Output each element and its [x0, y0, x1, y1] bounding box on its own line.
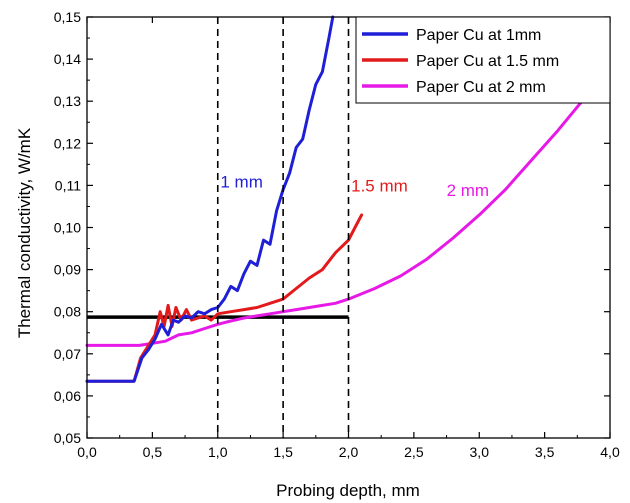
y-tick-label: 0,13 — [54, 93, 81, 109]
annotation-label: 1.5 mm — [351, 177, 408, 196]
legend-entry: Paper Cu at 2 mm — [416, 79, 546, 96]
x-tick-label: 1,5 — [273, 444, 293, 460]
y-tick-label: 0,08 — [54, 304, 81, 320]
y-tick-label: 0,14 — [54, 51, 81, 67]
x-tick-label: 3,5 — [535, 444, 555, 460]
y-tick-label: 0,11 — [55, 177, 81, 193]
annotation-layer: 1 mm 1.5 mm 2 mm — [220, 173, 489, 200]
y-tick-label: 0,09 — [54, 262, 81, 278]
y-tick-label: 0,12 — [54, 135, 81, 151]
annotation-label: 1 mm — [220, 173, 262, 192]
annotation-label: 2 mm — [447, 181, 490, 200]
y-tick-label: 0,07 — [54, 346, 81, 362]
x-tick-label: 2,0 — [339, 444, 359, 460]
x-tick-label: 0,0 — [77, 444, 97, 460]
x-tick-label: 1,0 — [208, 444, 228, 460]
series-line-0 — [85, 15, 335, 383]
legend-entry: Paper Cu at 1mm — [416, 27, 541, 44]
y-tick-label: 0,06 — [54, 388, 81, 404]
x-tick-label: 0,5 — [143, 444, 163, 460]
legend-entry: Paper Cu at 1.5 mm — [416, 53, 559, 70]
x-tick-label: 4,0 — [600, 444, 620, 460]
axes-layer: 0,0 0,5 1,0 1,5 2,0 2,5 3,0 3,5 4,0 0,05 0,06 0,07 0… — [54, 9, 620, 460]
series-line-1 — [85, 213, 364, 383]
x-axis-label: Probing depth, mm — [276, 481, 420, 500]
y-tick-label: 0,10 — [54, 220, 81, 236]
x-tick-label: 2,5 — [404, 444, 424, 460]
y-axis-label: Thermal conductivity, W/mK — [15, 127, 34, 338]
legend: Paper Cu at 1mm Paper Cu at 1.5 mm Paper C… — [355, 16, 611, 104]
y-tick-label: 0,15 — [54, 9, 81, 25]
x-tick-label: 3,0 — [470, 444, 490, 460]
series-line-2 — [85, 97, 586, 347]
y-tick-label: 0,05 — [54, 430, 81, 446]
vertical-marker-layer — [216, 17, 350, 438]
series-layer — [85, 15, 586, 383]
